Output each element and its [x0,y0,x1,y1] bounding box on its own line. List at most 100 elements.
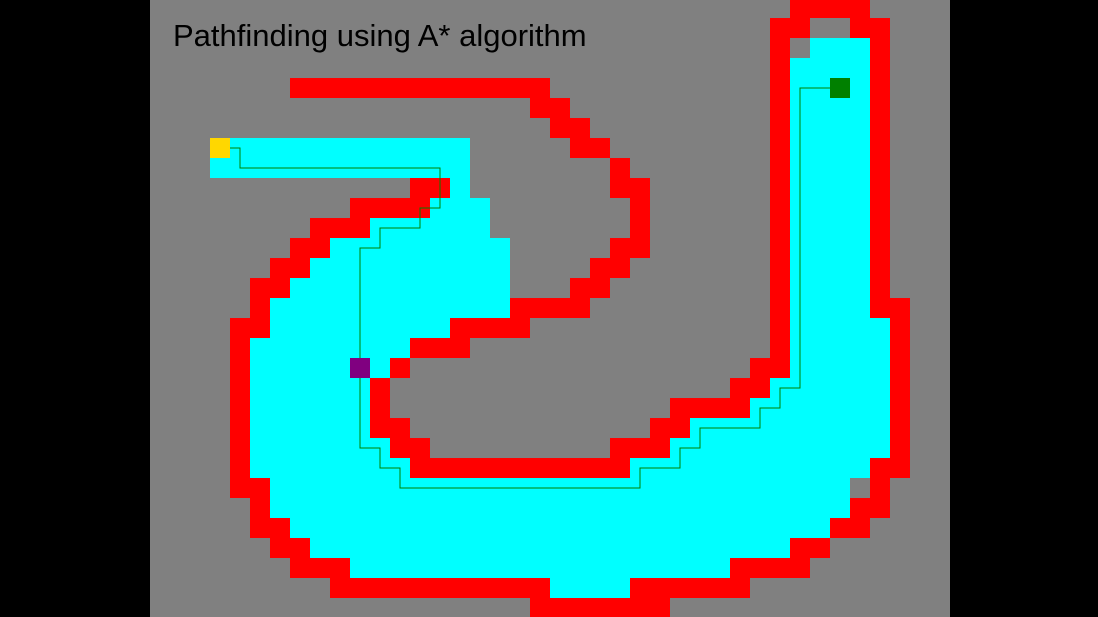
wall-cell [570,278,610,298]
wall-cell [770,318,790,338]
wall-cell [250,518,290,538]
wall-cells [230,0,910,617]
wall-cell [830,518,870,538]
wall-cell [770,58,790,78]
wall-cell [790,0,870,18]
wall-cell [530,98,570,118]
wall-cell [870,158,890,178]
wall-cell [230,398,250,418]
start-marker [210,138,230,158]
explored-cell [790,98,870,118]
wall-cell [750,358,790,378]
wall-cell [770,98,790,118]
path-line-layer [220,87,840,489]
wall-cell [770,218,790,238]
wall-cell [770,138,790,158]
explored-cell [790,58,870,78]
explored-cell [810,38,870,58]
wall-cell [290,238,330,258]
wall-cell [290,558,350,578]
wall-cell [770,178,790,198]
explored-cell [790,198,870,218]
wall-cell [850,18,890,38]
explored-cell [290,518,830,538]
wall-cell [230,318,270,338]
wall-cell [870,278,890,298]
wall-cell [870,478,890,498]
wall-cell [650,418,690,438]
wall-cell [770,18,810,38]
wall-cell [770,278,790,298]
wall-cell [230,438,250,458]
wall-cell [350,198,430,218]
wall-cell [770,258,790,278]
explored-cell [550,578,630,598]
wall-cell [870,258,890,278]
explored-cell [250,458,410,478]
explored-cell [250,398,370,418]
explored-cell [310,538,790,558]
wall-cell [870,178,890,198]
goal-marker [830,78,850,98]
wall-cell [870,38,890,58]
wall-cell [870,458,910,478]
explored-cell [250,438,390,458]
wall-cell [450,318,530,338]
wall-cell [870,58,890,78]
explored-cell [270,498,850,518]
wall-cell [770,158,790,178]
wall-cell [510,298,590,318]
wall-cell [530,598,670,617]
wall-cell [870,198,890,218]
wall-cell [390,358,410,378]
wall-cell [630,218,650,238]
wall-cell [590,258,630,278]
explored-cell [790,298,870,318]
wall-cell [230,358,250,378]
explored-cell [670,438,890,458]
explored-cell [290,278,510,298]
explored-cell [790,318,890,338]
wall-cell [870,98,890,118]
game-board: Pathfinding using A* algorithm [150,0,950,617]
wall-cell [890,318,910,338]
explored-cell [250,418,370,438]
wall-cell [890,358,910,378]
wall-cell [770,118,790,138]
wall-cell [230,418,250,438]
page-title: Pathfinding using A* algorithm [173,18,587,53]
explored-cell [310,258,510,278]
wall-cell [890,378,910,398]
wall-cell [370,378,390,398]
wall-cell [770,78,790,98]
explored-cell [270,298,510,318]
path-line [220,87,840,489]
wall-cell [870,218,890,238]
explored-cell [350,558,730,578]
wall-cell [870,238,890,258]
explored-cell [450,178,470,198]
wall-cell [890,418,910,438]
wall-cell [870,298,910,318]
wall-cell [270,258,310,278]
explored-cell [790,158,870,178]
wall-cell [610,158,630,178]
wall-cell [890,338,910,358]
wall-cell [270,538,310,558]
wall-cell [610,178,650,198]
explored-cell [630,458,870,478]
wall-cell [550,118,590,138]
wall-cell [390,438,430,458]
wall-cell [570,138,610,158]
wall-cell [250,298,270,318]
wall-cell [370,398,390,418]
explored-cell [430,198,490,218]
explored-cell [790,358,890,378]
explored-cell [790,338,890,358]
agent-marker [350,358,370,378]
wall-cell [630,578,750,598]
marker-layer [210,78,850,378]
wall-cell [230,458,250,478]
wall-cell [230,378,250,398]
